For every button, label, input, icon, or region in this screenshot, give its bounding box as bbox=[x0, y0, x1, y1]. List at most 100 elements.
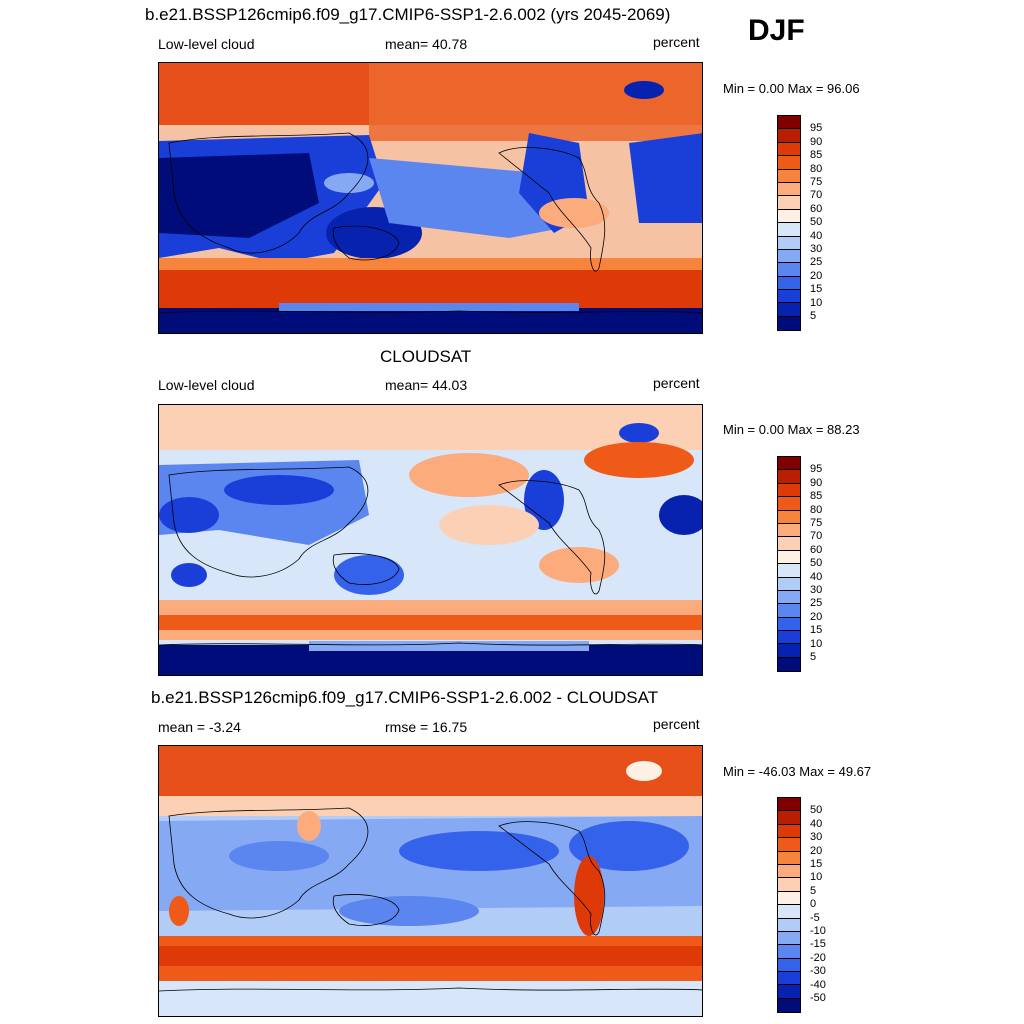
colorbar-tick-label: -40 bbox=[810, 978, 826, 991]
colorbar-tick-label: 75 bbox=[810, 517, 823, 529]
colorbar-tick-label: 5 bbox=[810, 651, 817, 663]
colorbar-swatch bbox=[778, 156, 800, 170]
colorbar-swatch bbox=[778, 182, 800, 197]
panel-obs-variable-label: Low-level cloud bbox=[158, 377, 255, 393]
colorbar-tick-label: 10 bbox=[810, 296, 823, 309]
colorbar-swatch bbox=[778, 537, 800, 551]
colorbar-tick-label: 75 bbox=[810, 176, 823, 188]
colorbar-swatch bbox=[778, 838, 800, 852]
colorbar-tick-label: 15 bbox=[810, 283, 823, 296]
panel-model-mean-label: mean= 40.78 bbox=[385, 36, 468, 52]
colorbar-swatch bbox=[778, 590, 800, 605]
colorbar-swatch bbox=[778, 564, 800, 578]
colorbar-swatch bbox=[778, 851, 800, 865]
colorbar-tick-label: 40 bbox=[810, 570, 823, 583]
colorbar-swatch bbox=[778, 864, 800, 879]
colorbar-swatch bbox=[778, 129, 800, 143]
colorbar-swatch bbox=[778, 483, 800, 498]
colorbar-tick-label: 40 bbox=[810, 229, 823, 242]
colorbar-tick-label: 30 bbox=[810, 243, 823, 255]
colorbar-swatch bbox=[778, 249, 800, 264]
panel-diff-map bbox=[158, 745, 703, 1017]
colorbar-tick-label: 10 bbox=[810, 637, 823, 650]
colorbar-swatch bbox=[778, 631, 800, 645]
colorbar-swatch bbox=[778, 657, 800, 672]
panel-model-units-label: percent bbox=[653, 34, 700, 50]
colorbar-tick-label: 95 bbox=[810, 463, 823, 476]
panel-obs-units-label: percent bbox=[653, 375, 700, 391]
colorbar-swatch bbox=[778, 577, 800, 591]
panel-diff-units-label: percent bbox=[653, 716, 700, 732]
colorbar-tick-label: 95 bbox=[810, 122, 823, 135]
colorbar-swatch bbox=[778, 985, 800, 999]
colorbar-swatch bbox=[778, 550, 800, 565]
colorbar-tick-label: 50 bbox=[810, 557, 823, 570]
panel-diff-mean-label: mean = -3.24 bbox=[158, 719, 241, 735]
colorbar-swatch bbox=[778, 972, 800, 986]
colorbar-tick-label: 40 bbox=[810, 817, 823, 830]
colorbar-swatch bbox=[778, 223, 800, 237]
colorbar-tick-label: -10 bbox=[810, 925, 826, 937]
colorbar-tick-label: -5 bbox=[810, 911, 820, 924]
colorbar-swatch bbox=[778, 824, 800, 839]
colorbar-swatch bbox=[778, 303, 800, 317]
colorbar-tick-label: 50 bbox=[810, 216, 823, 229]
colorbar-tick-label: 60 bbox=[810, 202, 823, 215]
colorbar-swatch bbox=[778, 523, 800, 538]
colorbar-tick-label: 70 bbox=[810, 189, 823, 202]
colorbar-swatch bbox=[778, 604, 800, 618]
colorbar-tick-label: 5 bbox=[810, 310, 817, 322]
colorbar-swatch bbox=[778, 878, 800, 892]
colorbar-swatch bbox=[778, 945, 800, 959]
colorbar-tick-label: 70 bbox=[810, 530, 823, 543]
panel-obs-mean-label: mean= 44.03 bbox=[385, 377, 468, 393]
colorbar-swatch bbox=[778, 918, 800, 932]
panel-model-colorbar: 95 90 85 80 75 70 60 50 40 30 25 20 15 10 5 bbox=[777, 115, 822, 332]
colorbar-swatch bbox=[778, 811, 800, 825]
colorbar-swatch bbox=[778, 290, 800, 304]
colorbar-swatch bbox=[778, 798, 800, 812]
colorbar-swatch bbox=[778, 905, 800, 919]
colorbar-swatch bbox=[778, 891, 800, 906]
panel-obs-colorbar: 95 90 85 80 75 70 60 50 40 30 25 20 15 10 5 bbox=[777, 456, 822, 673]
panel-diff-title: b.e21.BSSP126cmip6.f09_g17.CMIP6-SSP1-2.… bbox=[151, 688, 659, 707]
panel-diff-colorbar: 50 40 30 20 15 10 5 0 -5 -10 -15 -20 -30 -40 -50 bbox=[777, 797, 826, 1014]
panel-obs-minmax: Min = 0.00 Max = 88.23 bbox=[723, 422, 860, 437]
panel-obs-title: CLOUDSAT bbox=[380, 347, 472, 366]
season-label: DJF bbox=[748, 14, 805, 47]
colorbar-tick-label: 90 bbox=[810, 476, 823, 489]
colorbar-swatch bbox=[778, 316, 800, 331]
colorbar-swatch bbox=[778, 497, 800, 511]
colorbar-swatch bbox=[778, 931, 800, 946]
colorbar-tick-label: 85 bbox=[810, 149, 823, 162]
colorbar-tick-label: 30 bbox=[810, 584, 823, 596]
colorbar-tick-label: 80 bbox=[810, 162, 823, 175]
colorbar-tick-label: 5 bbox=[810, 884, 817, 897]
colorbar-swatch bbox=[778, 470, 800, 484]
colorbar-swatch bbox=[778, 209, 800, 224]
colorbar-swatch bbox=[778, 196, 800, 210]
panel-model-minmax: Min = 0.00 Max = 96.06 bbox=[723, 81, 860, 96]
colorbar-tick-label: 15 bbox=[810, 858, 823, 870]
colorbar-tick-label: -20 bbox=[810, 951, 826, 964]
colorbar-tick-label: 30 bbox=[810, 831, 823, 844]
colorbar-tick-label: 80 bbox=[810, 503, 823, 516]
colorbar-tick-label: 15 bbox=[810, 624, 823, 637]
colorbar-tick-label: 85 bbox=[810, 490, 823, 503]
panel-model-map bbox=[158, 62, 703, 334]
colorbar-swatch bbox=[778, 236, 800, 250]
colorbar-swatch bbox=[778, 457, 800, 471]
colorbar-swatch bbox=[778, 263, 800, 277]
panel-diff-minmax: Min = -46.03 Max = 49.67 bbox=[723, 764, 872, 779]
colorbar-swatch bbox=[778, 998, 800, 1013]
panel-model-title: b.e21.BSSP126cmip6.f09_g17.CMIP6-SSP1-2.… bbox=[145, 5, 671, 24]
colorbar-tick-label: 60 bbox=[810, 543, 823, 556]
colorbar-tick-label: -15 bbox=[810, 938, 826, 951]
colorbar-tick-label: 90 bbox=[810, 135, 823, 148]
panel-diff-rmse-label: rmse = 16.75 bbox=[385, 719, 468, 735]
colorbar-tick-label: 20 bbox=[810, 844, 823, 857]
colorbar-swatch bbox=[778, 276, 800, 291]
colorbar-tick-label: 10 bbox=[810, 871, 823, 884]
panel-model-variable-label: Low-level cloud bbox=[158, 36, 255, 52]
colorbar-swatch bbox=[778, 142, 800, 157]
